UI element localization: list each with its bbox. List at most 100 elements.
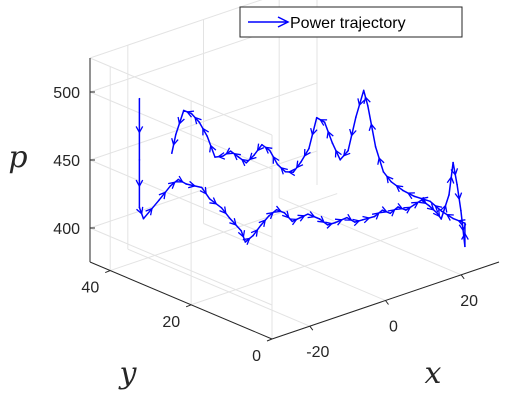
trajectory-arrow-marker (362, 215, 371, 224)
trajectory-arrow-marker (458, 223, 467, 232)
trajectory-point (346, 216, 348, 219)
trajectory-point (354, 221, 356, 223)
trajectory-arrow-marker (344, 213, 353, 221)
x-tick-mark (385, 300, 389, 305)
trajectory-arrow-marker (357, 98, 365, 107)
trajectory-point (252, 234, 254, 237)
trajectory-point (389, 212, 391, 215)
trajectory-arrow-marker (167, 181, 176, 189)
trajectory-point (182, 109, 185, 112)
grid-line-floor-x (203, 223, 386, 301)
trajectory-arrow-marker (395, 184, 404, 193)
y-tick-label: 40 (81, 280, 99, 297)
trajectory-arrow-marker (202, 127, 210, 136)
y-axis-line (89, 261, 273, 340)
trajectory-arrow-marker (237, 230, 246, 239)
trajectory-point (208, 198, 211, 200)
trajectory-arrow-marker (171, 138, 179, 147)
trajectory-arrow-marker (175, 175, 184, 183)
power-trajectory-series (135, 89, 469, 248)
trajectory-point (315, 116, 318, 119)
trajectory-point (460, 209, 462, 212)
x-tick-label: -20 (306, 344, 329, 361)
trajectory-point (260, 224, 262, 226)
y-axis-label: y (118, 356, 138, 391)
trajectory-point (201, 186, 203, 189)
trajectory-point (283, 212, 286, 214)
trajectory-point (237, 156, 240, 158)
trajectory-point (291, 220, 294, 223)
legend-entry-power-trajectory: Power trajectory (290, 15, 406, 32)
trajectory-arrow-marker (194, 116, 202, 125)
z-tick-label: 450 (53, 153, 80, 170)
trajectory-point (402, 189, 404, 192)
trajectory-arrow-marker (371, 212, 380, 220)
trajectory-arrow-marker (272, 155, 280, 164)
x-tick-mark (309, 325, 314, 331)
grid-edge-top-side (89, 57, 273, 136)
trajectory-point (440, 210, 443, 213)
trajectory-arrow-marker (258, 219, 267, 228)
trajectory-arrow-marker (250, 228, 259, 237)
trajectory-arrow-marker (334, 218, 344, 226)
trajectory-point (222, 155, 224, 157)
trajectory-arrow-marker (432, 209, 441, 218)
trajectory-point (240, 229, 243, 232)
trajectory-arrow-marker (319, 119, 328, 126)
trajectory-point (228, 216, 231, 219)
trajectory-arrow-marker (209, 144, 217, 153)
trajectory-arrow-marker (395, 202, 404, 211)
trajectory-arrow-marker (177, 116, 185, 125)
trajectory-point (275, 208, 278, 211)
trajectory-arrow-marker (233, 152, 241, 161)
trajectory-point (138, 97, 141, 100)
trajectory-point (268, 149, 271, 152)
trajectory-point (214, 156, 216, 158)
grid-line-floor-y (110, 193, 338, 272)
trajectory-arrow-marker (426, 203, 435, 211)
z-tick-label: 400 (53, 221, 80, 238)
x-axis-label: x (425, 356, 442, 391)
trajectory-point (326, 224, 329, 226)
trajectory-arrow-marker (242, 237, 251, 246)
trajectory-point (253, 154, 255, 156)
trajectory-point (206, 135, 208, 138)
trajectory-arrow-marker (379, 206, 388, 214)
grid-line-floor-y (190, 227, 419, 306)
trajectory-point (334, 221, 337, 224)
trajectory-point (464, 222, 466, 225)
trajectory-arrow-marker (406, 192, 415, 200)
trajectory-arrow-marker (461, 232, 469, 240)
axis-lines (89, 58, 500, 342)
trajectory-arrow-marker (303, 148, 311, 157)
trajectory-arrow-marker (307, 211, 316, 219)
trajectory-point (456, 183, 458, 186)
trajectory-arrow-marker (136, 206, 144, 215)
trajectory-point (413, 195, 416, 198)
trajectory-point (299, 216, 301, 219)
trajectory-arrow-marker (287, 168, 296, 177)
trajectory-point (175, 133, 177, 136)
trajectory-point (464, 245, 466, 248)
trajectory-point (190, 112, 193, 115)
trajectory-point (362, 89, 365, 92)
trajectory-arrow-marker (446, 175, 455, 184)
trajectory-point (355, 116, 357, 118)
trajectory-arrow-marker (325, 221, 334, 229)
trajectory-arrow-marker (411, 201, 420, 209)
trajectory-point (339, 159, 342, 161)
trajectory-point (390, 180, 393, 183)
trajectory-point (284, 170, 287, 173)
trajectory-arrow-marker (450, 168, 459, 177)
trajectory-arrow-marker (297, 214, 306, 222)
z-tick-label: 500 (53, 85, 80, 102)
trajectory-point (142, 217, 145, 220)
trajectory-point (318, 218, 321, 220)
trajectory-arrow-marker (185, 110, 195, 118)
trajectory-arrow-marker (219, 206, 227, 215)
trajectory-arrow-marker (188, 180, 197, 189)
trajectory-arrow-marker (135, 126, 144, 134)
trajectory-arrow-marker (386, 175, 394, 184)
trajectory-point (397, 206, 399, 208)
